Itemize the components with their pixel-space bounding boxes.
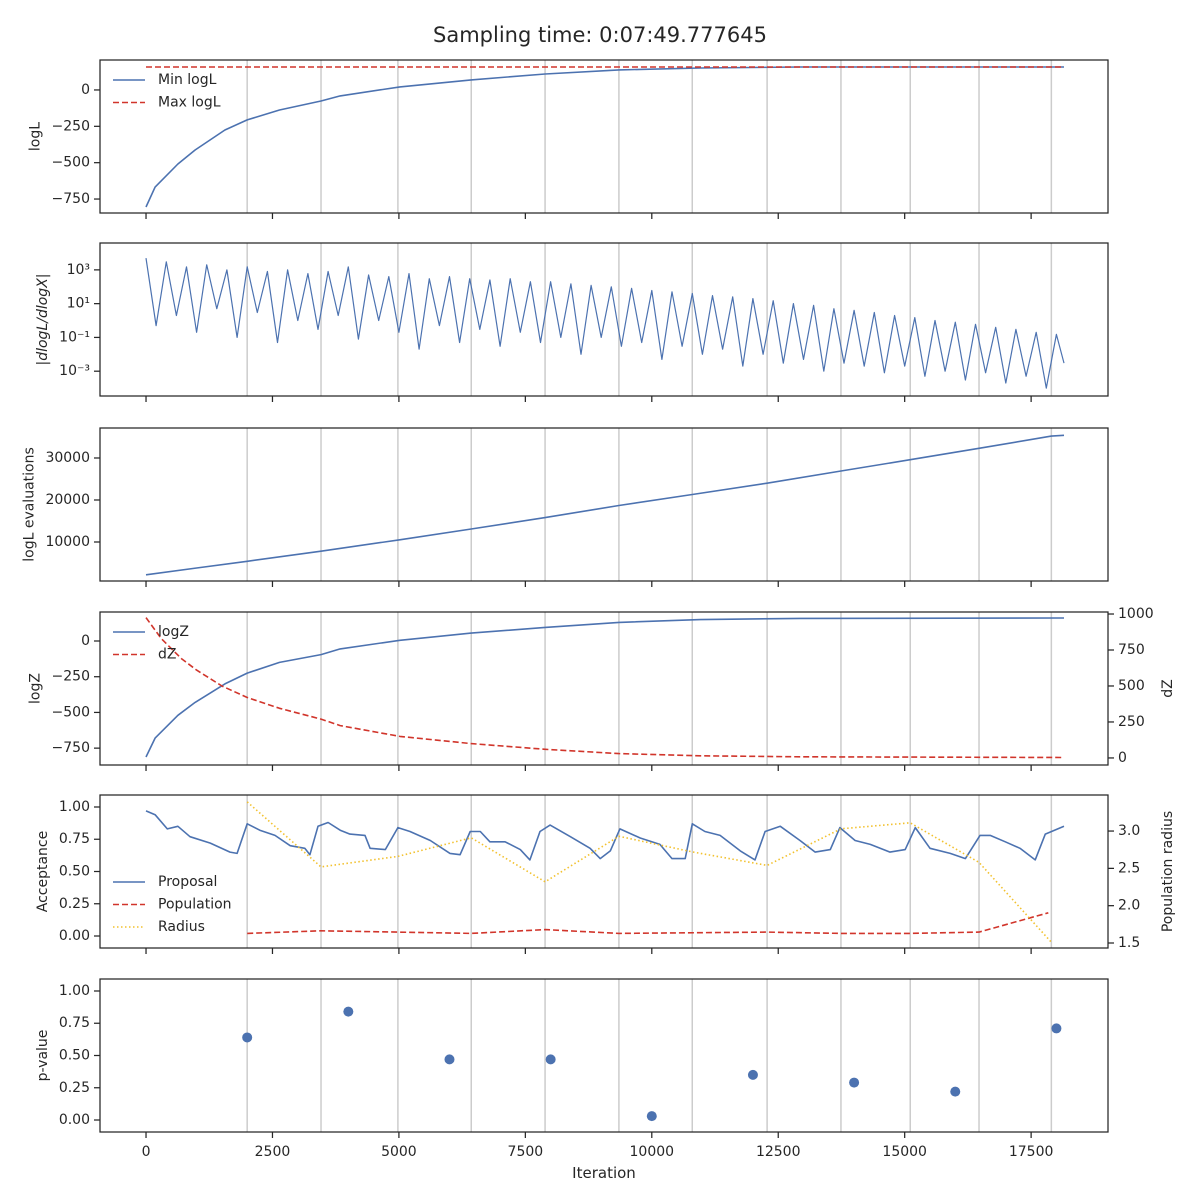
legend-label: Min logL xyxy=(158,72,217,88)
point xyxy=(242,1032,253,1043)
y-tick-label: 1.00 xyxy=(59,983,90,999)
x-tick-label: 5000 xyxy=(381,1144,417,1160)
legend-label: Population xyxy=(158,897,232,913)
legend-label: Max logL xyxy=(158,95,221,111)
y-tick-label: 0.25 xyxy=(59,1080,90,1096)
y-tick-label: −750 xyxy=(52,740,90,756)
y-tick-label: −250 xyxy=(52,118,90,134)
series-line xyxy=(145,258,1065,389)
y-tick-label: 500 xyxy=(1118,678,1145,694)
y-axis-label: logL evaluations xyxy=(21,447,37,562)
x-tick-label: 2500 xyxy=(255,1144,291,1160)
y-axis-label: logL xyxy=(28,122,44,151)
y-tick-label: 1.00 xyxy=(59,799,90,815)
y-tick-label: 2.5 xyxy=(1118,860,1140,876)
y-tick-label: 0.25 xyxy=(59,896,90,912)
y-tick-label: 250 xyxy=(1118,714,1145,730)
x-axis-label: Iteration xyxy=(572,1164,636,1182)
y-tick-label: 20000 xyxy=(45,492,90,508)
series-line xyxy=(145,66,1064,208)
figure-title: Sampling time: 0:07:49.777645 xyxy=(433,23,767,47)
series-line xyxy=(246,801,1052,943)
y-tick-label: 3.0 xyxy=(1118,823,1140,839)
y-tick-label: 0.00 xyxy=(59,1112,90,1128)
y-tick-label: −750 xyxy=(52,191,90,207)
x-tick-label: 17500 xyxy=(1009,1144,1054,1160)
y-axis-label: Acceptance xyxy=(35,831,51,912)
y-axis-label: p-value xyxy=(35,1030,51,1082)
x-tick-label: 10000 xyxy=(630,1144,675,1160)
series-line xyxy=(145,617,1065,759)
series-line xyxy=(145,617,1065,758)
y2-axis-label: Population radius xyxy=(1160,811,1176,932)
axes-frame xyxy=(99,242,1109,397)
y-tick-label: 0.50 xyxy=(59,864,90,880)
y-tick-label: 1.5 xyxy=(1118,935,1140,951)
point xyxy=(646,1111,657,1122)
y2-axis-label: dZ xyxy=(1160,679,1176,697)
y-tick-label: 0 xyxy=(81,82,90,98)
y-tick-label: 2.0 xyxy=(1118,898,1140,914)
y-tick-label: 0 xyxy=(81,633,90,649)
x-tick-label: 15000 xyxy=(882,1144,927,1160)
y-tick-label: 0.00 xyxy=(59,928,90,944)
axes-frame xyxy=(99,427,1109,582)
point xyxy=(545,1054,556,1065)
axes-frame xyxy=(99,59,1109,214)
point xyxy=(747,1069,758,1080)
x-tick-label: 0 xyxy=(142,1144,151,1160)
y-axis-label: |dlogL/dlogX| xyxy=(35,274,51,366)
y-tick-label: 10¹ xyxy=(67,296,90,312)
legend-label: Proposal xyxy=(158,874,217,890)
point xyxy=(849,1077,860,1088)
legend-label: Radius xyxy=(158,919,205,935)
x-tick-label: 12500 xyxy=(756,1144,801,1160)
point xyxy=(343,1006,354,1017)
series-line xyxy=(145,810,1065,861)
y-tick-label: 0.75 xyxy=(59,1015,90,1031)
series-line xyxy=(247,912,1049,935)
y-tick-label: 10⁻³ xyxy=(59,363,90,379)
y-tick-label: 0.50 xyxy=(59,1048,90,1064)
y-tick-label: 0.75 xyxy=(59,831,90,847)
y-tick-label: 10³ xyxy=(67,262,90,278)
point xyxy=(950,1086,961,1097)
legend-label: dZ xyxy=(158,647,176,663)
axes-frame xyxy=(99,611,1109,766)
y-tick-label: 10000 xyxy=(45,534,90,550)
x-tick-label: 7500 xyxy=(508,1144,544,1160)
y-tick-label: 30000 xyxy=(45,450,90,466)
legend-label: logZ xyxy=(158,624,189,640)
y-tick-label: 10⁻¹ xyxy=(59,329,90,345)
y-tick-label: −500 xyxy=(52,704,90,720)
y-tick-label: −500 xyxy=(52,155,90,171)
y-tick-label: −250 xyxy=(52,669,90,685)
series-line xyxy=(145,434,1065,576)
point xyxy=(444,1054,455,1065)
y-tick-label: 1000 xyxy=(1118,606,1154,622)
y-tick-label: 0 xyxy=(1118,750,1127,766)
y-axis-label: logZ xyxy=(28,673,44,704)
y-tick-label: 750 xyxy=(1118,642,1145,658)
point xyxy=(1051,1023,1062,1034)
